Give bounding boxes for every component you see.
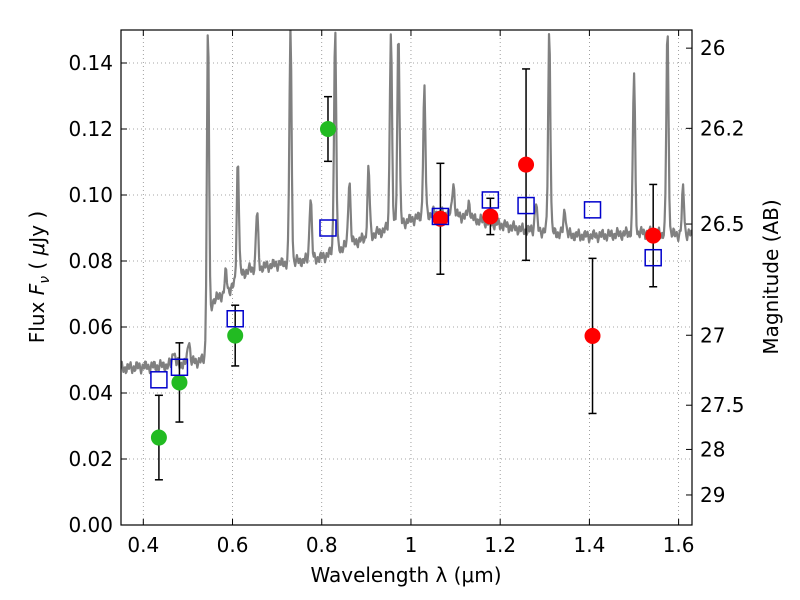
- model-synthetic-photometry-point: [583, 201, 602, 219]
- red-photometry-point: [645, 227, 662, 244]
- x-tick-label: 0.6: [217, 533, 249, 557]
- model-synthetic-photometry-point: [170, 358, 189, 377]
- y-tick-label: 0.04: [68, 381, 113, 405]
- mag-tick-label: 26.5: [700, 212, 745, 236]
- marker-layer: [150, 121, 662, 446]
- ticks: 0.4 0.6 0.8 1 1.2 1.4 1.6 0.00 0.02 0.04 0.06 0.08 0…: [68, 30, 745, 557]
- x-tick-label: 1.2: [484, 533, 516, 557]
- model-synthetic-photometry-point: [319, 219, 337, 237]
- y-tick-label: 0.12: [68, 117, 113, 141]
- model-spectrum-layer: [121, 30, 692, 375]
- red-photometry-point: [518, 156, 535, 173]
- x-tick-label: 0.8: [306, 533, 338, 557]
- y-tick-label: 0.08: [68, 249, 113, 273]
- model-synthetic-photometry-point: [150, 371, 168, 389]
- model-synthetic-photometry-point: [517, 196, 535, 215]
- mag-tick-label: 27: [700, 323, 725, 347]
- grid: [121, 30, 692, 526]
- green-photometry-point: [319, 121, 336, 137]
- x-tick-label: 1: [405, 533, 418, 557]
- mag-tick-label: 28: [700, 437, 725, 461]
- plot-frame: [120, 29, 693, 526]
- y-tick-label: 0.14: [68, 51, 113, 75]
- x-axis-label: Wavelength λ (μm): [310, 563, 501, 587]
- y-tick-label: 0.02: [68, 447, 113, 471]
- model-synthetic-photometry-point: [481, 191, 500, 209]
- y-axis-label: Flux Fν ( μJy ): [25, 211, 53, 343]
- x-tick-label: 1.4: [573, 533, 605, 557]
- green-photometry-point: [171, 374, 188, 391]
- y2-axis-label: Magnitude (AB): [759, 199, 783, 354]
- green-photometry-point: [150, 429, 167, 446]
- mag-tick-label: 26: [700, 36, 725, 60]
- mag-tick-label: 29: [700, 483, 725, 507]
- red-photometry-point: [584, 327, 601, 344]
- model-spectrum-line: [121, 30, 692, 375]
- y-tick-label: 0.10: [68, 183, 113, 207]
- model-synthetic-photometry-point: [644, 248, 662, 267]
- model-synthetic-photometry-point: [431, 207, 450, 226]
- mag-tick-label: 26.2: [700, 116, 745, 140]
- y-tick-label: 0.06: [68, 315, 113, 339]
- red-photometry-point: [482, 208, 499, 225]
- x-tick-label: 1.6: [663, 533, 695, 557]
- model-synthetic-photometry-point: [226, 310, 244, 328]
- y-tick-label: 0.00: [68, 513, 113, 537]
- x-tick-label: 0.4: [127, 533, 159, 557]
- mag-tick-label: 27.5: [700, 393, 745, 417]
- green-photometry-point: [227, 327, 244, 344]
